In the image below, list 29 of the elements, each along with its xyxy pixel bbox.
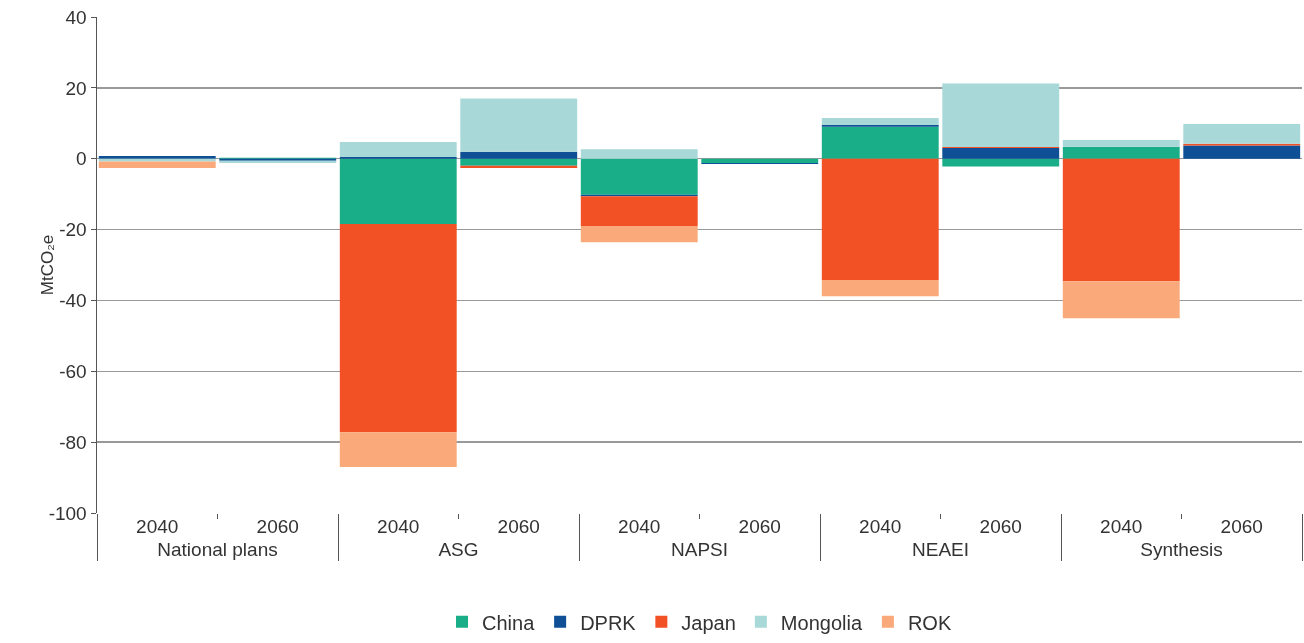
y-tick-label: -60 [59, 360, 87, 382]
y-axis-title: MtCO₂e [37, 234, 57, 296]
y-tick-label: 40 [65, 6, 87, 28]
text: NEAEI [911, 539, 970, 560]
y-tick-label: -80 [59, 431, 87, 453]
text: National plans [157, 539, 278, 560]
y-tick-label: -100 [48, 502, 87, 524]
y-tick-label: 0 [76, 148, 87, 170]
text: NAPSI [670, 539, 729, 560]
legend-label: ROK [907, 611, 952, 634]
text: ASG [438, 539, 479, 560]
y-tick-label: -20 [59, 219, 87, 241]
legend-label: Mongolia [780, 611, 863, 634]
y-tick-label: 20 [65, 77, 87, 99]
legend-label: DPRK [580, 611, 637, 634]
x-tick-label: 2040 [136, 516, 179, 537]
x-tick-label: 2060 [738, 516, 781, 537]
legend-label: China [482, 611, 536, 634]
x-tick-label: 2040 [1100, 516, 1143, 537]
x-tick-label: 2060 [1220, 516, 1263, 537]
legend-label: Japan [681, 611, 736, 634]
y-tick-label: -40 [59, 290, 87, 312]
x-tick-label: 2060 [256, 516, 299, 537]
x-tick-label: 2060 [979, 516, 1022, 537]
x-tick-label: 2040 [859, 516, 902, 537]
x-tick-label: 2040 [377, 516, 420, 537]
x-tick-label: 2040 [618, 516, 661, 537]
text: Synthesis [1140, 539, 1223, 560]
x-tick-label: 2060 [497, 516, 540, 537]
